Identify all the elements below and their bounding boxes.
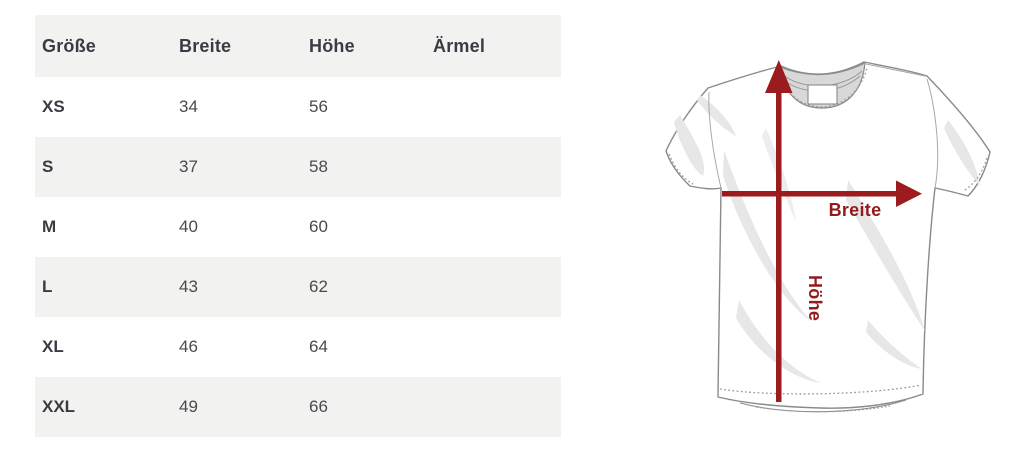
aermel-cell bbox=[426, 257, 561, 317]
hoehe-cell: 64 bbox=[309, 337, 328, 356]
breite-cell: 37 bbox=[179, 157, 198, 176]
column-header-hoehe: Höhe bbox=[309, 35, 355, 56]
fabric-shading bbox=[674, 95, 980, 383]
size-cell: XS bbox=[42, 97, 65, 116]
hem bbox=[719, 384, 922, 413]
column-header-groesse: Größe bbox=[42, 35, 97, 56]
height-arrow-head bbox=[765, 60, 793, 93]
size-table: Größe Breite Höhe Ärmel XS 34 56 S 37 58… bbox=[35, 15, 561, 437]
breite-cell: 49 bbox=[179, 397, 198, 416]
left-sleeve-seam bbox=[708, 91, 722, 189]
aermel-cell bbox=[426, 197, 561, 257]
aermel-cell bbox=[426, 317, 561, 377]
tshirt-svg: Breite Höhe bbox=[665, 60, 991, 413]
right-shoulder-seam bbox=[865, 63, 926, 77]
collar bbox=[777, 61, 926, 109]
right-sleeve-seam bbox=[926, 78, 939, 189]
height-label: Höhe bbox=[805, 275, 825, 321]
left-cuff-stitching bbox=[668, 153, 694, 185]
aermel-cell bbox=[426, 377, 561, 437]
breite-cell: 34 bbox=[179, 97, 198, 116]
size-cell: XL bbox=[42, 337, 64, 356]
breite-cell: 46 bbox=[179, 337, 198, 356]
hoehe-cell: 60 bbox=[309, 217, 328, 236]
table-row-xl: XL 46 64 bbox=[35, 317, 561, 377]
hem-stitching bbox=[719, 384, 922, 395]
hoehe-cell: 66 bbox=[309, 397, 328, 416]
size-cell: S bbox=[42, 157, 54, 176]
neckline-stitching bbox=[777, 67, 868, 108]
breite-cell: 40 bbox=[179, 217, 198, 236]
height-arrow-line bbox=[776, 86, 782, 402]
right-cuff-stitching bbox=[964, 157, 988, 191]
width-label: Breite bbox=[829, 200, 882, 220]
hem-fold-stitching bbox=[755, 405, 891, 413]
measurement-arrows: Breite Höhe bbox=[722, 60, 922, 402]
width-arrow-head bbox=[896, 180, 922, 207]
column-header-aermel: Ärmel bbox=[433, 35, 486, 56]
hoehe-cell: 58 bbox=[309, 157, 328, 176]
width-arrow-line bbox=[722, 191, 899, 197]
table-row-l: L 43 62 bbox=[35, 257, 561, 317]
tshirt-measurement-diagram: Breite Höhe bbox=[642, 46, 1024, 424]
hoehe-cell: 62 bbox=[309, 277, 328, 296]
collar-label-tag bbox=[807, 84, 838, 105]
table-row-xs: XS 34 56 bbox=[35, 77, 561, 137]
size-table-header-row: Größe Breite Höhe Ärmel bbox=[35, 15, 561, 77]
table-row-s: S 37 58 bbox=[35, 137, 561, 197]
aermel-cell bbox=[426, 77, 561, 137]
table-row-m: M 40 60 bbox=[35, 197, 561, 257]
column-header-breite: Breite bbox=[179, 35, 232, 56]
hoehe-cell: 56 bbox=[309, 97, 328, 116]
table-row-xxl: XXL 49 66 bbox=[35, 377, 561, 437]
size-cell: XXL bbox=[42, 397, 76, 416]
breite-cell: 43 bbox=[179, 277, 198, 296]
size-cell: L bbox=[42, 277, 53, 296]
aermel-cell bbox=[426, 137, 561, 197]
size-cell: M bbox=[42, 217, 57, 236]
